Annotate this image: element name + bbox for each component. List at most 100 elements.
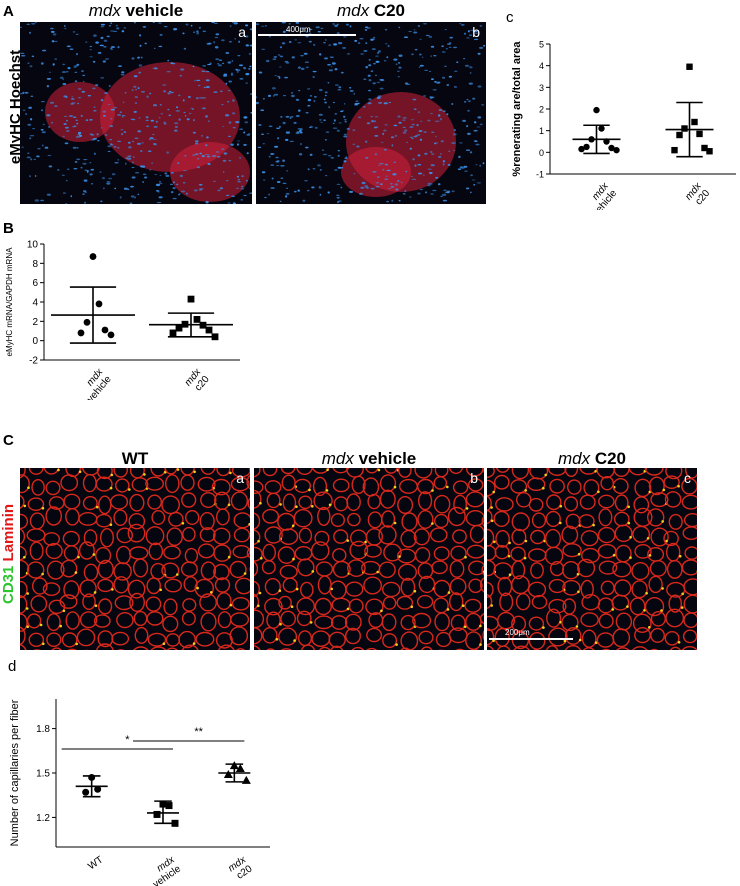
data-point	[223, 769, 233, 778]
y-tick-label: 2	[539, 105, 544, 115]
data-point	[77, 329, 85, 337]
data-point	[235, 764, 245, 773]
x-tick-label: mdxc20	[683, 180, 713, 209]
data-point	[613, 146, 620, 154]
y-tick-label: 5	[539, 40, 544, 50]
emyhc-region	[45, 82, 115, 142]
micrograph-c-b-sublabel: b	[470, 470, 478, 486]
tissue-texture	[20, 22, 252, 204]
micrograph-wt: a	[20, 468, 250, 650]
data-point	[671, 146, 678, 154]
x-tick-label: mdxvehicle	[77, 366, 115, 400]
y-tick-label: 4	[539, 61, 544, 71]
micrograph-mdx-vehicle: b	[254, 468, 484, 650]
data-point	[211, 333, 219, 341]
data-point	[229, 761, 239, 770]
chart-b-emyhc-mrna: -2 0 2 4 6 8 10 eMyHC mRNA/GAPDH mRNA mdxvehicle…	[5, 240, 240, 400]
micrograph-mdx-c20: c 200μm	[487, 468, 697, 650]
panel-a-col1-title: mdx vehicle	[88, 1, 184, 20]
x-tick-label: mdxc20	[226, 854, 255, 883]
data-point	[107, 331, 115, 339]
y-tick-label: 1.8	[36, 724, 50, 735]
scale-bar-400-label: 400μm	[286, 25, 311, 34]
significance-label: **	[194, 726, 203, 738]
panel-c-stain-label: CD31 Laminin	[0, 504, 18, 604]
data-point	[165, 802, 173, 810]
scale-bar-400	[258, 34, 356, 36]
fiber-texture	[20, 468, 250, 650]
data-point	[593, 106, 600, 114]
y-tick-label: 1	[539, 126, 544, 136]
scale-bar-200	[489, 638, 573, 640]
chart-d-capillaries: 1.2 1.5 1.8 Number of capillaries per fiber…	[8, 658, 270, 886]
data-point	[598, 125, 605, 132]
laminin-label: Laminin	[0, 503, 17, 562]
panel-b-letter: B	[3, 220, 14, 237]
data-point	[706, 148, 713, 155]
panel-c-col3-title: mdx C20	[557, 449, 627, 468]
x-tick-label: mdxvehicle	[582, 180, 620, 210]
y-tick-label: 3	[539, 83, 544, 93]
y-axis-label: Number of capillaries per fiber	[9, 699, 21, 846]
data-point	[608, 144, 615, 152]
data-point	[83, 318, 91, 326]
chart-letter: c	[506, 9, 514, 26]
panel-c-col1-title: WT	[121, 449, 149, 468]
y-tick-label: 6	[32, 278, 38, 289]
fiber-texture	[487, 468, 697, 650]
data-point	[696, 130, 703, 138]
data-point	[205, 326, 213, 334]
data-point	[169, 329, 177, 337]
fiber-texture	[254, 468, 484, 650]
significance-label: *	[125, 734, 130, 746]
y-tick-label: 0	[32, 336, 38, 347]
data-point	[88, 773, 96, 781]
y-tick-label: 8	[32, 259, 38, 270]
data-point	[578, 145, 585, 153]
emyhc-region	[170, 142, 250, 202]
data-point	[199, 321, 207, 329]
x-tick-label: mdxvehicle	[145, 854, 184, 886]
micrograph-a-mdx-vehicle: a	[20, 22, 252, 204]
data-point	[175, 324, 183, 332]
panel-a-letter: A	[3, 3, 14, 20]
panel-a-col2-title: mdx C20	[336, 1, 406, 20]
x-tick-label: mdxc20	[183, 366, 213, 395]
y-axis-label: eMyHC mRNA/GAPDH mRNA	[5, 247, 14, 357]
data-point	[588, 136, 595, 143]
data-point	[94, 785, 102, 793]
micrograph-a-sublabel: a	[238, 24, 246, 40]
y-tick-label: 0	[539, 148, 544, 158]
y-tick-label: 2	[32, 317, 38, 328]
data-point	[691, 118, 698, 126]
micrograph-c-c-sublabel: c	[684, 470, 691, 486]
data-point	[101, 326, 109, 334]
data-point	[95, 300, 103, 308]
data-point	[583, 143, 590, 151]
x-tick-label: WT	[86, 854, 105, 872]
y-tick-label: -2	[29, 356, 38, 367]
data-point	[193, 316, 201, 323]
data-point	[681, 125, 688, 132]
data-point	[686, 63, 693, 70]
data-point	[676, 131, 683, 139]
data-point	[82, 788, 90, 796]
data-point	[701, 144, 708, 152]
data-point	[603, 138, 610, 145]
data-point	[171, 819, 179, 827]
y-tick-label: 1.5	[36, 769, 50, 780]
panel-c-col2-title: mdx vehicle	[321, 449, 417, 468]
chart-letter: d	[8, 658, 16, 675]
micrograph-b-mdx-c20: b 400μm	[256, 22, 486, 204]
cd31-label: CD31	[0, 565, 17, 604]
y-tick-label: 10	[27, 240, 39, 251]
data-point	[241, 775, 251, 784]
data-point	[89, 253, 97, 260]
panel-c-letter: C	[3, 432, 14, 449]
micrograph-b-sublabel: b	[472, 24, 480, 40]
scale-bar-200-label: 200μm	[505, 628, 530, 637]
y-tick-label: 4	[32, 298, 38, 309]
tissue-texture	[256, 22, 486, 203]
y-tick-label: 1.2	[36, 813, 50, 824]
data-point	[159, 800, 167, 808]
